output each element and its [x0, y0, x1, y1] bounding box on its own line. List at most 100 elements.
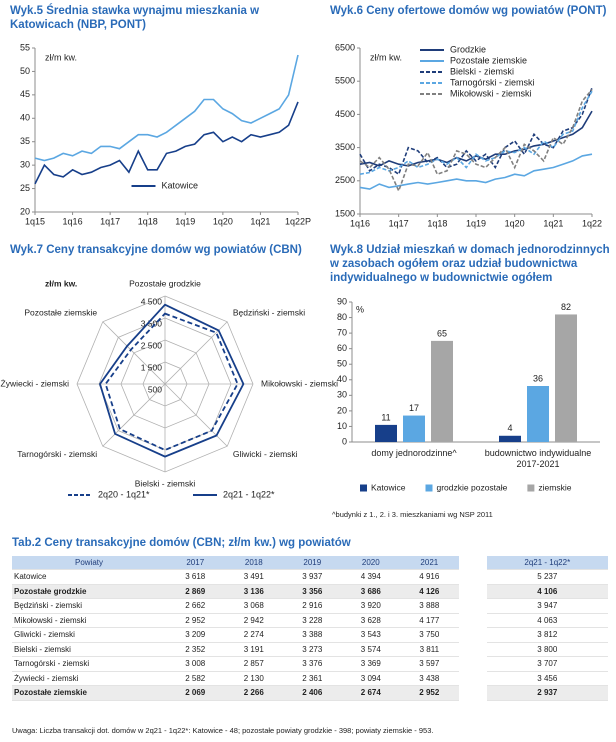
y-tick-label: 40 — [337, 374, 347, 384]
table-cell: 3 812 — [486, 627, 608, 643]
x-tick-label: 1q22P — [285, 216, 311, 226]
table-cell: 4 106 — [486, 584, 608, 599]
table-cell: 3 811 — [400, 642, 459, 657]
table-cell: 4 063 — [486, 613, 608, 628]
radar-tick-label: 1 500 — [141, 362, 163, 372]
y-tick-label: 45 — [20, 89, 30, 99]
y-axis-label: % — [356, 304, 364, 314]
radar-label: Będziński - ziemski — [233, 308, 305, 318]
table-cell: 2 674 — [341, 685, 401, 701]
table-cell: 3 491 — [224, 569, 284, 585]
table-cell: 3 209 — [166, 627, 225, 643]
table-cell: 2 662 — [166, 598, 225, 614]
radar-label: Bielski - ziemski — [135, 478, 196, 488]
legend-label: Katowice — [162, 180, 199, 190]
table-title: Tab.2 Ceny transakcyjne domów (CBN; zł/m… — [12, 537, 351, 549]
legend-label: Pozostałe ziemskie — [450, 55, 527, 65]
radar-spoke — [164, 321, 228, 385]
x-tick-label: 1q18 — [138, 216, 158, 226]
table-cell: 2 857 — [224, 656, 284, 672]
legend-label: Katowice — [371, 482, 406, 492]
y-tick-label: 6500 — [335, 42, 355, 52]
radar-tick-label: 500 — [148, 384, 162, 394]
table-cell: 2 952 — [400, 685, 459, 701]
legend-label: 2q21 - 1q22* — [223, 489, 275, 499]
bar — [431, 340, 453, 442]
header-cell: 2021 — [400, 556, 459, 570]
y-tick-label: 50 — [20, 66, 30, 76]
table-cell: 3 543 — [341, 627, 401, 643]
legend-swatch — [425, 484, 433, 492]
table-cell: 2 406 — [283, 685, 342, 701]
table-cell: 3 686 — [341, 584, 401, 599]
table-cell: Pozostałe ziemskie — [12, 685, 166, 701]
y-tick-label: 25 — [20, 183, 30, 193]
radar-tick-label: 2 500 — [141, 340, 163, 350]
x-tick-label: 1q19 — [175, 216, 195, 226]
y-axis-label: zł/m kw. — [45, 52, 77, 62]
table-cell: 3 376 — [283, 656, 342, 672]
table-cell: 3 937 — [283, 569, 342, 585]
legend-label: Tarnogórski - ziemski — [450, 77, 535, 87]
table-cell: 2 952 — [166, 613, 225, 628]
y-tick-label: 90 — [337, 296, 347, 306]
table-cell: 3 456 — [486, 671, 608, 686]
y-tick-label: 3500 — [335, 142, 355, 152]
table-cell: 3 750 — [400, 627, 459, 643]
header-cell: 2017 — [166, 556, 225, 570]
series-line — [34, 101, 299, 185]
table-cell: Tarnogórski - ziemski — [12, 656, 166, 672]
x-tick-label: 1q19 — [466, 218, 486, 228]
bar — [375, 424, 397, 442]
series-line — [359, 90, 593, 175]
table-cell: 3 369 — [341, 656, 401, 672]
table-cell: 2 937 — [486, 685, 608, 701]
header-cell: 2018 — [224, 556, 284, 570]
radar-series — [104, 312, 239, 451]
y-tick-label: 35 — [20, 136, 30, 146]
legend-label: Bielski - ziemski — [450, 66, 514, 76]
table-cell: 3 136 — [224, 584, 284, 599]
y-tick-label: 10 — [337, 421, 347, 431]
price-table: Powiaty 2017 2018 2019 2020 2021 2q21 - 1q22* K… — [12, 556, 608, 701]
y-tick-label: 0 — [342, 436, 347, 446]
y-tick-label: 4500 — [335, 109, 355, 119]
header-cell: 2020 — [341, 556, 401, 570]
table-cell: 3 191 — [224, 642, 284, 657]
radar-label: Pozostałe grodzkie — [129, 278, 201, 288]
table-cell: 3 920 — [341, 598, 401, 614]
table-cell: Katowice — [12, 569, 166, 585]
table-cell: 2 130 — [224, 671, 284, 686]
bar — [555, 314, 577, 442]
series-line — [34, 54, 299, 162]
table-cell: 3 008 — [166, 656, 225, 672]
table-cell: 3 888 — [400, 598, 459, 614]
table-cell: 4 177 — [400, 613, 459, 628]
table-cell: 4 394 — [341, 569, 401, 585]
chart-title: Wyk.5 Średnia stawka wynajmu mieszkania … — [10, 5, 260, 31]
table-cell: 3 707 — [486, 656, 608, 672]
bar — [403, 415, 425, 442]
x-tick-label: budownictwo indywidualne 2017-2021 — [484, 448, 592, 469]
x-tick-label: 1q17 — [100, 216, 120, 226]
y-tick-label: 50 — [337, 359, 347, 369]
table-cell: 3 947 — [486, 598, 608, 614]
table-cell: Mikołowski - ziemski — [12, 613, 166, 628]
legend-label: 2q20 - 1q21* — [98, 489, 150, 499]
y-tick-label: 30 — [20, 160, 30, 170]
y-tick-label: 20 — [337, 405, 347, 415]
radar-series — [99, 303, 245, 458]
chart-title: Wyk.6 Ceny ofertowe domów wg powiatów (P… — [330, 5, 607, 17]
table-cell: 2 069 — [166, 685, 225, 701]
bar-value-label: 11 — [381, 412, 390, 422]
legend-swatch — [360, 484, 367, 492]
series-line — [359, 153, 593, 190]
radar-tick-label: 4 500 — [141, 296, 163, 306]
x-tick-label: 1q15 — [25, 216, 45, 226]
table-cell: 2 582 — [166, 671, 225, 686]
table-cell: 3 273 — [283, 642, 342, 657]
y-tick-label: 20 — [20, 206, 30, 216]
table-cell: 3 438 — [400, 671, 459, 686]
table-cell: 5 237 — [486, 569, 608, 585]
chart-title: Wyk.8 Udział mieszkań w domach jednorodz… — [330, 244, 610, 284]
